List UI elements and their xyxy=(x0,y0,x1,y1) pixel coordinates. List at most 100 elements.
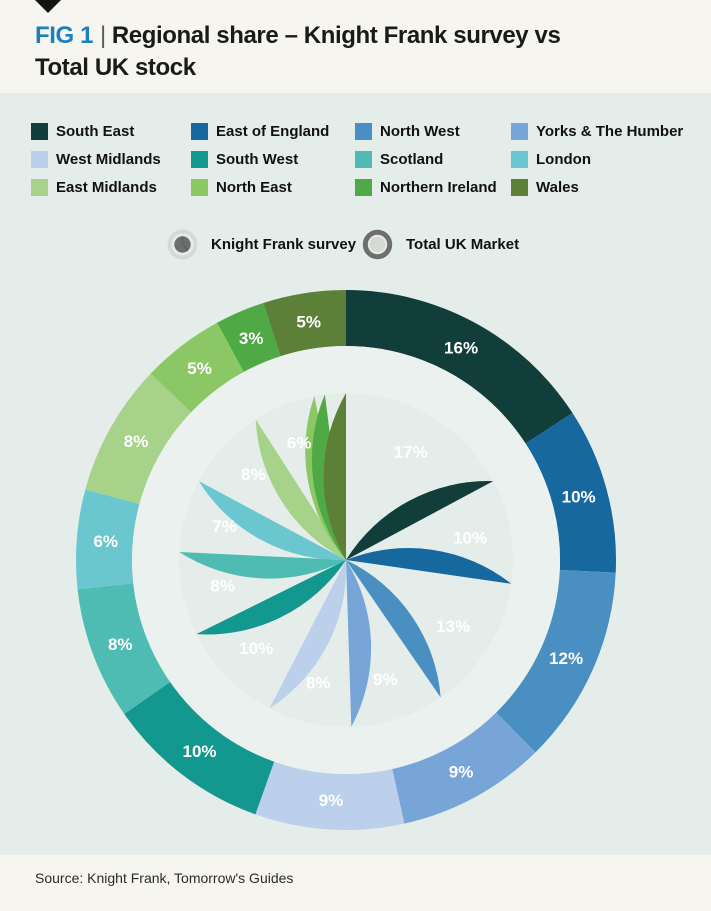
slice-label: 17% xyxy=(394,442,428,461)
legend-swatch xyxy=(31,178,48,196)
inner-slice-wales xyxy=(323,393,346,560)
slice-label: 7% xyxy=(212,517,237,536)
legend-swatch xyxy=(355,150,372,168)
inner-slice-north-west xyxy=(346,560,441,698)
slice-label: 10% xyxy=(453,529,487,548)
legend-item-london: London xyxy=(511,148,591,170)
figure-number: FIG 1 xyxy=(35,22,94,49)
slice-label: 8% xyxy=(124,432,149,451)
legend-swatch xyxy=(191,122,208,140)
slice-label: 3% xyxy=(239,329,264,348)
legend-item-northern-ireland: Northern Ireland xyxy=(355,176,497,198)
legend-item-scotland: Scotland xyxy=(355,148,443,170)
slice-label: 13% xyxy=(436,617,470,636)
outer-slice-north-west xyxy=(496,569,616,753)
outer-slice-east-midlands xyxy=(85,373,192,505)
slice-label: 8% xyxy=(108,635,133,654)
slice-label: 10% xyxy=(239,639,273,658)
legend-item-north-east: North East xyxy=(191,176,292,198)
inner-slice-london xyxy=(198,481,346,561)
figure-title-line2: Total UK stock xyxy=(35,54,196,81)
legend-swatch xyxy=(355,122,372,140)
outer-ring-icon xyxy=(362,229,393,259)
series-legend-item-outer: Total UK Market xyxy=(362,221,519,267)
legend-swatch xyxy=(355,178,372,196)
region-legend: South East East of England North West Yorks… xyxy=(0,93,711,208)
series-legend-item-inner: Knight Frank survey xyxy=(167,221,356,267)
slice-label: 5% xyxy=(187,359,212,378)
chart-panel: South East East of England North West Yorks… xyxy=(0,93,711,855)
inner-slice-scotland xyxy=(179,552,346,579)
legend-item-wales: Wales xyxy=(511,176,579,198)
outer-slice-north-east xyxy=(150,322,244,413)
slice-label: 12% xyxy=(549,649,583,668)
outer-slice-northern-ireland xyxy=(217,302,281,372)
legend-item-yorks-the-humber: Yorks & The Humber xyxy=(511,120,683,142)
legend-label: South East xyxy=(56,122,135,140)
slice-label: 10% xyxy=(183,742,217,761)
inner-pie-icon xyxy=(167,229,198,259)
figure-title: FIG 1 | Regional share – Knight Frank surv… xyxy=(35,20,675,84)
legend-item-east-midlands: East Midlands xyxy=(31,176,157,198)
legend-label: Yorks & The Humber xyxy=(536,122,684,140)
legend-swatch xyxy=(511,150,528,168)
slice-label: 6% xyxy=(93,532,118,551)
legend-label: North East xyxy=(216,178,292,196)
ring-gap xyxy=(132,346,560,774)
series-legend-label: Knight Frank survey xyxy=(211,235,357,253)
slice-label: 8% xyxy=(241,465,266,484)
slice-label: 9% xyxy=(319,791,344,810)
slice-label: 5% xyxy=(296,312,321,331)
outer-slice-yorks-the-humber xyxy=(392,712,536,824)
inner-slice-yorks-the-humber xyxy=(346,560,372,727)
outer-slice-wales xyxy=(263,290,346,357)
legend-label: Northern Ireland xyxy=(380,178,497,196)
series-legend-label: Total UK Market xyxy=(406,235,520,253)
legend-label: West Midlands xyxy=(56,150,161,168)
legend-label: Scotland xyxy=(380,150,444,168)
slice-label: 9% xyxy=(373,670,398,689)
legend-label: East Midlands xyxy=(56,178,157,196)
slice-label: 10% xyxy=(562,488,596,507)
figure-footer: Source: Knight Frank, Tomorrow's Guides xyxy=(0,855,711,911)
legend-swatch xyxy=(31,150,48,168)
legend-label: London xyxy=(536,150,591,168)
figure-header: FIG 1 | Regional share – Knight Frank surv… xyxy=(0,0,711,93)
outer-slice-london xyxy=(75,489,140,590)
legend-swatch xyxy=(191,178,208,196)
legend-swatch xyxy=(191,150,208,168)
inner-slice-south-west xyxy=(196,560,346,635)
outer-slice-south-east xyxy=(346,290,573,444)
legend-swatch xyxy=(511,178,528,196)
legend-label: South West xyxy=(216,150,299,168)
legend-label: Wales xyxy=(536,178,579,196)
outer-slice-east-of-england xyxy=(525,413,617,573)
inner-slice-south-east xyxy=(346,481,494,560)
inner-slice-east-of-england xyxy=(346,548,512,584)
inner-slice-west-midlands xyxy=(269,560,347,709)
figure-title-line1: Regional share – Knight Frank survey vs xyxy=(111,22,561,49)
series-legend: Knight Frank survey Total UK Market xyxy=(0,221,711,267)
title-separator: | xyxy=(100,22,106,49)
legend-swatch xyxy=(511,122,528,140)
legend-item-south-west: South West xyxy=(191,148,298,170)
legend-swatch xyxy=(31,122,48,140)
legend-item-south-east: South East xyxy=(31,120,134,142)
legend-item-north-west: North West xyxy=(355,120,460,142)
legend-label: East of England xyxy=(216,122,330,140)
source-note: Source: Knight Frank, Tomorrow's Guides xyxy=(35,870,294,886)
slice-label: 8% xyxy=(210,576,235,595)
legend-label: North West xyxy=(380,122,460,140)
donut-chart: 17%10%13%9%8%10%8%7%8%6%1% 2%16%10%12%9%9… xyxy=(75,290,617,831)
slice-label: 9% xyxy=(449,762,474,781)
slice-label: 16% xyxy=(444,339,478,358)
slice-label: 8% xyxy=(306,673,331,692)
legend-item-west-midlands: West Midlands xyxy=(31,148,161,170)
outer-slice-scotland xyxy=(77,583,171,714)
legend-item-east-of-england: East of England xyxy=(191,120,329,142)
slice-label: 6% xyxy=(287,434,312,453)
outer-slice-west-midlands xyxy=(255,761,405,831)
outer-slice-south-west xyxy=(124,681,275,815)
section-triangle-icon xyxy=(35,0,61,13)
